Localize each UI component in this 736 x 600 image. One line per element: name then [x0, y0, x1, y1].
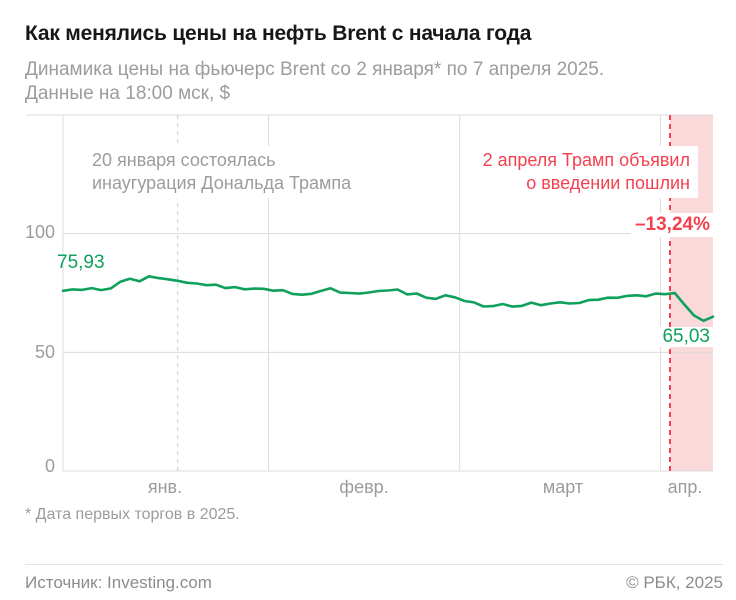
copyright: © РБК, 2025 — [626, 573, 723, 592]
start-value-label: 75,93 — [57, 252, 105, 273]
end-value-label: 65,03 — [658, 327, 714, 347]
brent-price-line — [61, 274, 715, 323]
x-tick-jan: янв. — [147, 477, 183, 497]
x-tick-apr: апр. — [667, 477, 703, 497]
x-tick-mar: март — [542, 477, 584, 497]
y-tick-50: 50 — [34, 342, 55, 362]
annotation-tariffs-line-2: о введении пошлин — [526, 173, 690, 193]
source-credit: Источник: Investing.com — [25, 573, 212, 592]
x-tick-feb: февр. — [339, 477, 389, 497]
y-tick-0: 0 — [44, 456, 55, 476]
subtitle-line-2: Данные на 18:00 мск, $ — [25, 83, 231, 104]
annotation-inauguration-line-1: 20 января состоялась — [92, 150, 276, 170]
footer-divider — [25, 564, 723, 565]
subtitle-line-1: Динамика цены на фьючерс Brent со 2 янва… — [25, 59, 605, 80]
annotation-tariffs: 2 апреля Трамп объявил о введении пошлин — [474, 146, 698, 198]
annotation-inauguration-line-2: инаугурация Дональда Трампа — [92, 173, 352, 193]
percent-change-label: –13,24% — [630, 213, 714, 237]
annotation-tariffs-line-1: 2 апреля Трамп объявил — [482, 150, 690, 170]
y-tick-100: 100 — [24, 222, 55, 242]
annotation-inauguration: 20 января состоялась инаугурация Дональд… — [84, 146, 360, 198]
footnote: * Дата первых торгов в 2025. — [25, 506, 240, 523]
page-title: Как менялись цены на нефть Brent с начал… — [25, 22, 532, 45]
